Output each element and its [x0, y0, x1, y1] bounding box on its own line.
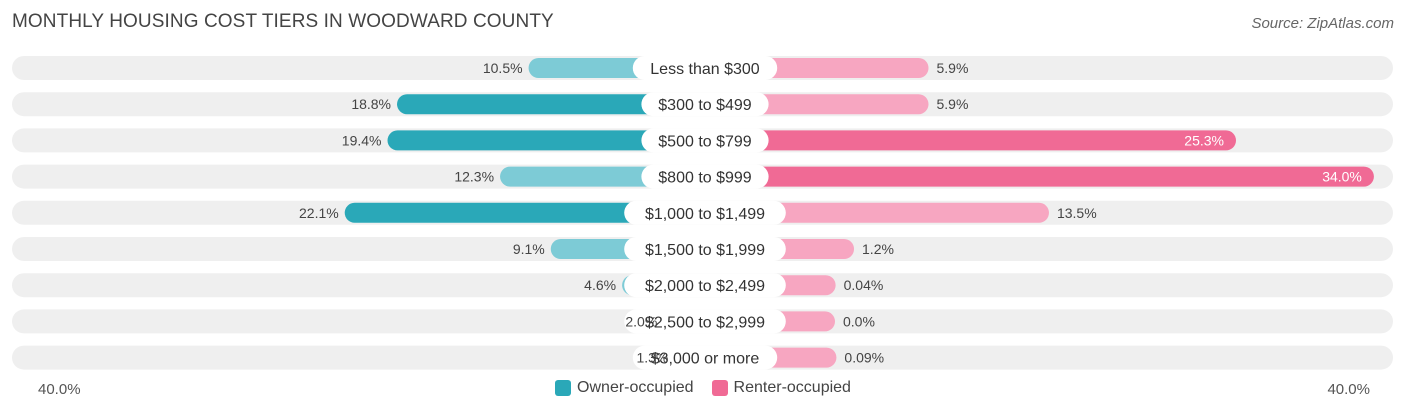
value-label-renter: 34.0%	[1322, 169, 1362, 185]
bar-renter	[705, 166, 1374, 187]
value-label-owner: 1.3%	[636, 350, 668, 366]
legend-swatch-renter	[711, 380, 728, 396]
value-label-owner: 2.0%	[625, 313, 657, 329]
category-label: $2,500 to $2,999	[645, 314, 765, 331]
category-label: $500 to $799	[658, 133, 752, 150]
category-label: Less than $300	[650, 61, 760, 78]
category-pill	[632, 345, 778, 370]
category-label: $1,500 to $1,999	[645, 242, 765, 259]
category-pill	[624, 309, 786, 334]
category-pill	[624, 200, 786, 225]
value-label-renter: 0.09%	[844, 350, 884, 366]
category-pill	[641, 164, 769, 189]
value-label-renter: 1.2%	[862, 241, 894, 257]
value-label-owner: 4.6%	[584, 277, 616, 293]
legend-label-renter: Renter-occupied	[733, 379, 851, 396]
value-label-owner: 18.8%	[351, 96, 391, 112]
bar-owner	[397, 94, 705, 115]
legend-item-owner: Owner-occupied	[555, 379, 694, 397]
chart-title: MONTHLY HOUSING COST TIERS IN WOODWARD C…	[12, 11, 554, 32]
category-pill	[632, 56, 778, 80]
bar-renter	[705, 130, 1237, 151]
value-label-renter: 13.5%	[1057, 205, 1097, 221]
category-label: $1,000 to $1,499	[645, 206, 765, 223]
value-label-owner: 12.3%	[454, 169, 494, 185]
legend-item-renter: Renter-occupied	[711, 379, 851, 397]
category-pill	[624, 273, 786, 298]
category-pill	[641, 92, 769, 117]
legend: Owner-occupied Renter-occupied	[0, 379, 1406, 397]
value-label-renter: 5.9%	[937, 96, 969, 112]
legend-label-owner: Owner-occupied	[577, 379, 694, 396]
category-label: $2,000 to $2,499	[645, 278, 765, 295]
value-label-owner: 22.1%	[299, 205, 339, 221]
value-label-renter: 0.0%	[843, 313, 875, 329]
value-label-renter: 5.9%	[937, 60, 969, 76]
bar-owner	[387, 130, 705, 151]
value-label-owner: 10.5%	[483, 60, 523, 76]
bar-renter	[705, 202, 1049, 223]
category-pill	[624, 237, 786, 261]
value-label-owner: 9.1%	[513, 241, 545, 257]
bar-owner	[344, 202, 705, 223]
legend-swatch-owner	[555, 380, 572, 396]
value-label-owner: 19.4%	[342, 132, 382, 148]
axis-label-right: 40.0%	[1327, 381, 1370, 398]
category-label: $300 to $499	[658, 97, 752, 114]
category-label: $800 to $999	[658, 170, 752, 187]
value-label-renter: 0.04%	[844, 277, 884, 293]
source-note: Source: ZipAtlas.com	[1251, 15, 1394, 32]
category-pill	[641, 128, 769, 153]
axis-label-left: 40.0%	[38, 381, 81, 398]
value-label-renter: 25.3%	[1184, 132, 1224, 148]
category-label: $3,000 or more	[651, 351, 760, 368]
